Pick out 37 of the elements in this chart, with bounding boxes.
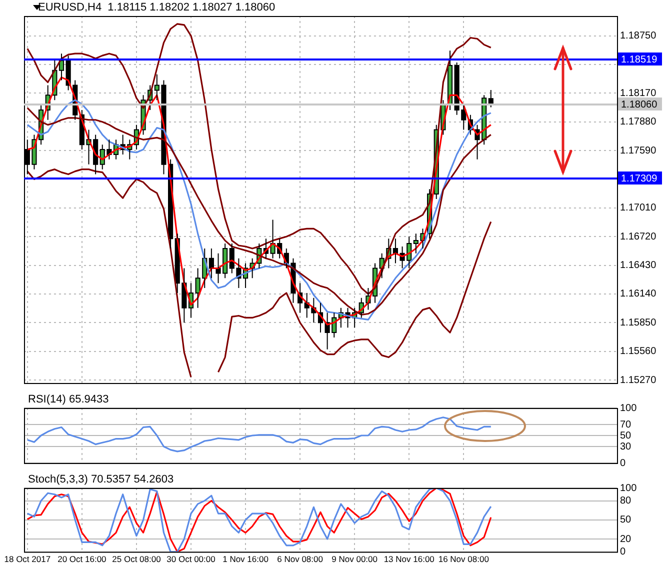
y-tick-label: 1.18170 <box>620 88 657 99</box>
y-tick-label: 1.16140 <box>620 288 657 300</box>
y-tick-label: 100 <box>620 402 638 414</box>
x-tick-label: 18 Oct 2017 <box>4 554 51 564</box>
x-tick-label: 25 Oct 08:00 <box>112 554 162 564</box>
y-tick-label: 1.16430 <box>620 260 657 272</box>
y-tick-label: 1.15270 <box>620 374 657 386</box>
y-tick-label: 80 <box>620 496 632 507</box>
y-tick-label: 30 <box>620 441 632 452</box>
candlestick <box>208 248 214 279</box>
y-tick-label: 50 <box>620 430 632 442</box>
chart-title: RSI(14) 65.9433 <box>28 394 109 406</box>
x-tick-label: 6 Nov 08:00 <box>277 554 324 564</box>
x-tick-label: 1 Nov 16:00 <box>222 554 269 564</box>
y-tick-label: 20 <box>620 534 632 545</box>
y-tick-label: 1.18750 <box>620 30 657 42</box>
y-tick-label: 1.16720 <box>620 231 657 242</box>
y-tick-label: 1.17010 <box>620 202 657 214</box>
y-tick-label: 0 <box>620 546 626 558</box>
chart-title: Stoch(5,3,3) 70.5357 54.2603 <box>28 474 174 486</box>
x-tick-label: 20 Oct 16:00 <box>58 554 107 564</box>
x-tick-label: 16 Nov 08:00 <box>438 554 490 564</box>
y-tick-label: 1.17590 <box>620 145 657 156</box>
x-tick-label: 13 Nov 16:00 <box>384 554 435 564</box>
y-tick-label: 70 <box>620 419 632 430</box>
ref-line-label: 1.17309 <box>621 173 658 184</box>
x-tick-label: 30 Oct 00:00 <box>166 554 216 564</box>
y-tick-label: 1.17880 <box>620 116 657 128</box>
ref-line-label: 1.18519 <box>621 54 658 66</box>
chart-title: EURUSD,H4 1.18115 1.18202 1.18027 1.18060 <box>38 2 276 14</box>
y-tick-label: 50 <box>620 514 632 526</box>
y-tick-label: 1.15850 <box>620 317 657 328</box>
y-tick-label: 1.15560 <box>620 346 657 358</box>
ref-line-label: 1.18060 <box>621 99 658 110</box>
y-tick-label: 0 <box>620 458 626 469</box>
y-tick-label: 100 <box>620 482 638 494</box>
x-tick-label: 9 Nov 00:00 <box>332 554 378 564</box>
